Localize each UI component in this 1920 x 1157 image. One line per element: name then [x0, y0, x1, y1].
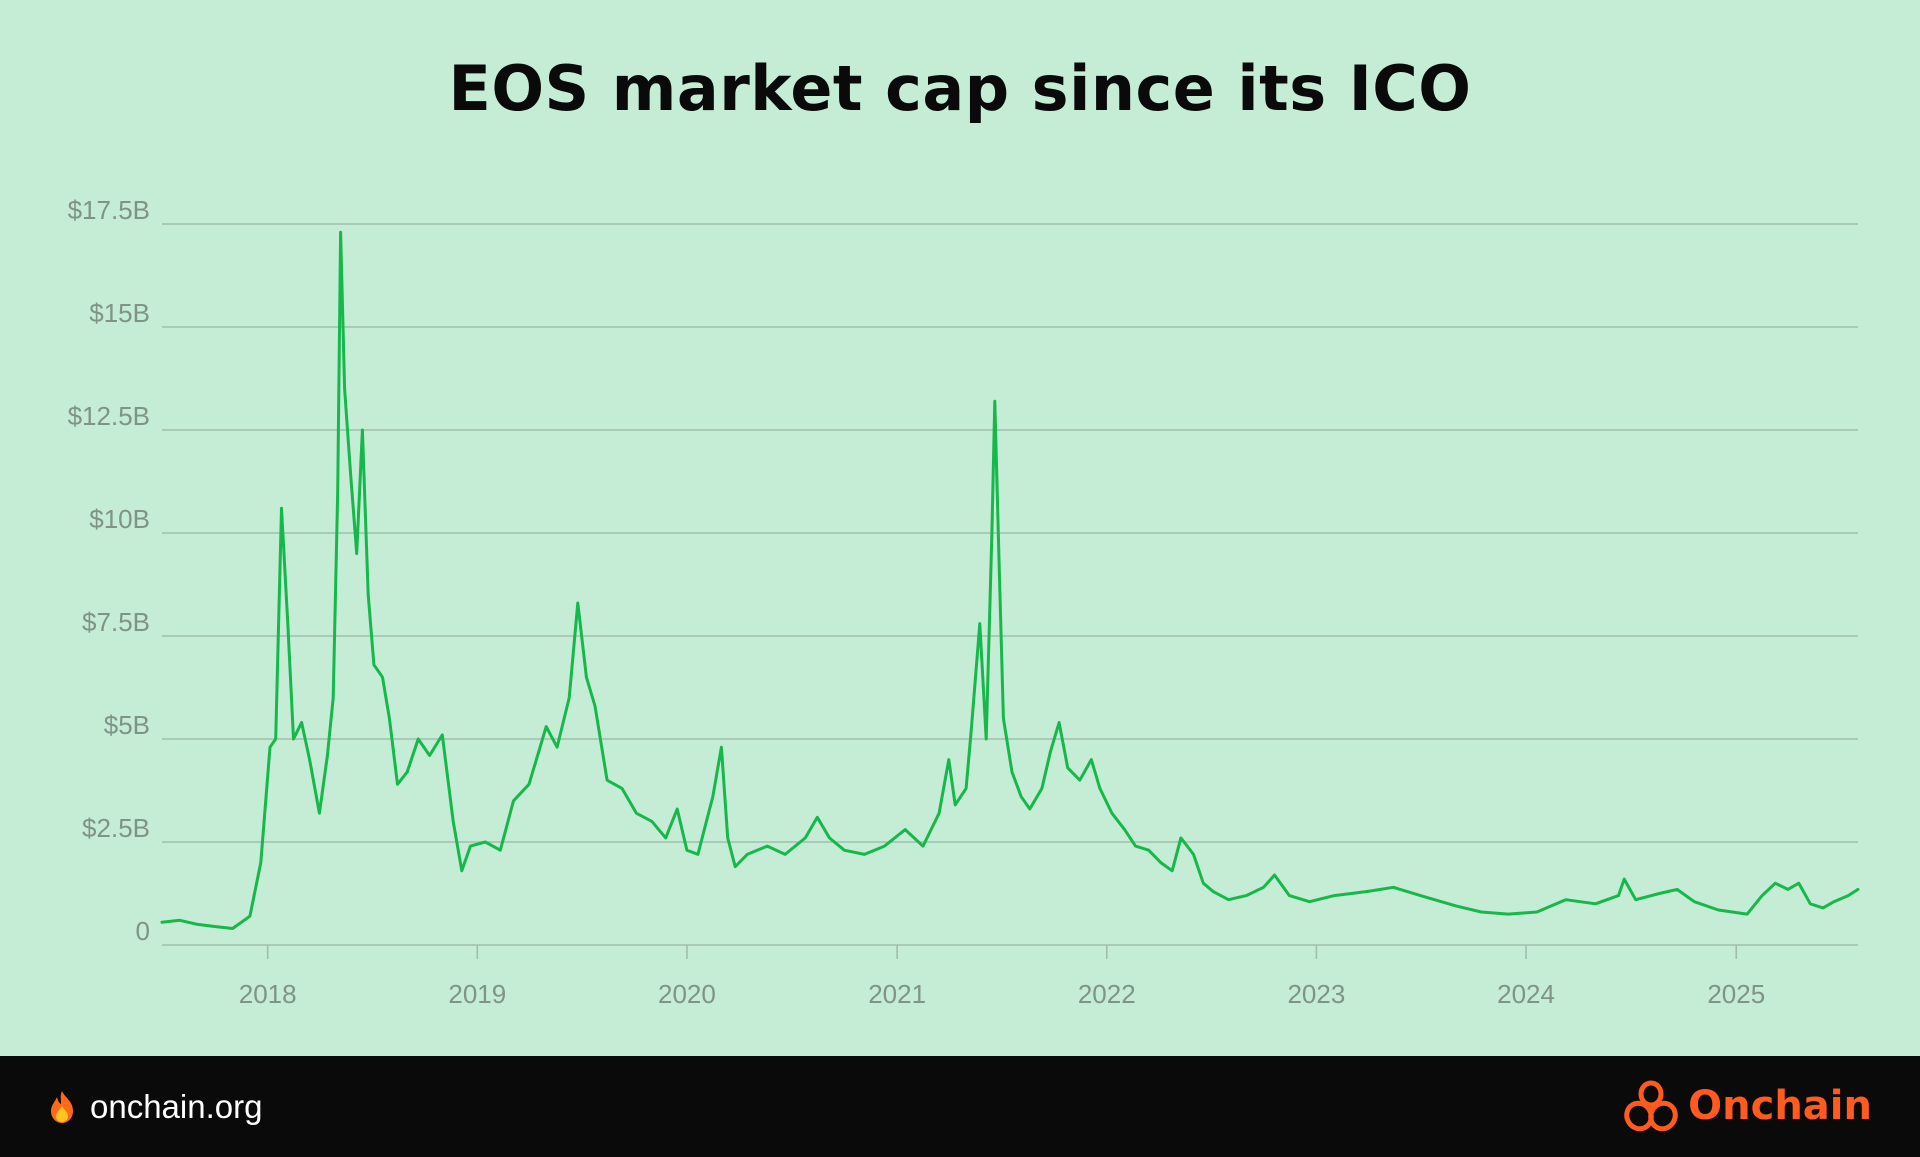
y-tick-label: $7.5B — [82, 607, 150, 637]
market-cap-chart: 0$2.5B$5B$7.5B$10B$12.5B$15B$17.5B 2018 2… — [68, 195, 1860, 1009]
y-tick-label: $15B — [89, 298, 150, 328]
x-tick-label: 2018 — [239, 979, 297, 1009]
footer-bar: onchain.org Onchain — [0, 1056, 1920, 1157]
y-tick-label: $12.5B — [68, 401, 150, 431]
brand-name: Onchain — [1688, 1083, 1872, 1129]
grid-lines — [162, 223, 1858, 946]
x-tick-label: 2025 — [1707, 979, 1765, 1009]
x-tick-label: 2024 — [1497, 979, 1555, 1009]
y-tick-label: $5B — [104, 710, 150, 740]
brand-logo: Onchain — [1622, 1078, 1872, 1134]
x-tick-label: 2019 — [448, 979, 506, 1009]
x-tick-label: 2022 — [1078, 979, 1136, 1009]
y-tick-label: $2.5B — [82, 813, 150, 843]
y-tick-label: 0 — [136, 916, 150, 946]
x-axis-ticks: 2018 2019 2020 2021 2022 2023 2024 2025 — [239, 945, 1765, 1009]
site-label: onchain.org — [90, 1088, 263, 1125]
site-link[interactable]: onchain.org — [48, 1082, 262, 1132]
market-cap-line — [160, 230, 1860, 930]
y-tick-label: $10B — [89, 504, 150, 534]
y-axis-ticks: 0 $2.5B $5B $7.5B $10B $12.5B $15B $17.5B — [68, 195, 150, 946]
onchain-logo-icon — [1624, 1080, 1678, 1132]
chart-title: EOS market cap since its ICO — [448, 52, 1472, 125]
y-tick-label: $17.5B — [68, 195, 150, 225]
flame-icon — [51, 1091, 73, 1123]
x-tick-label: 2020 — [658, 979, 716, 1009]
x-tick-label: 2023 — [1287, 979, 1345, 1009]
x-tick-label: 2021 — [868, 979, 926, 1009]
